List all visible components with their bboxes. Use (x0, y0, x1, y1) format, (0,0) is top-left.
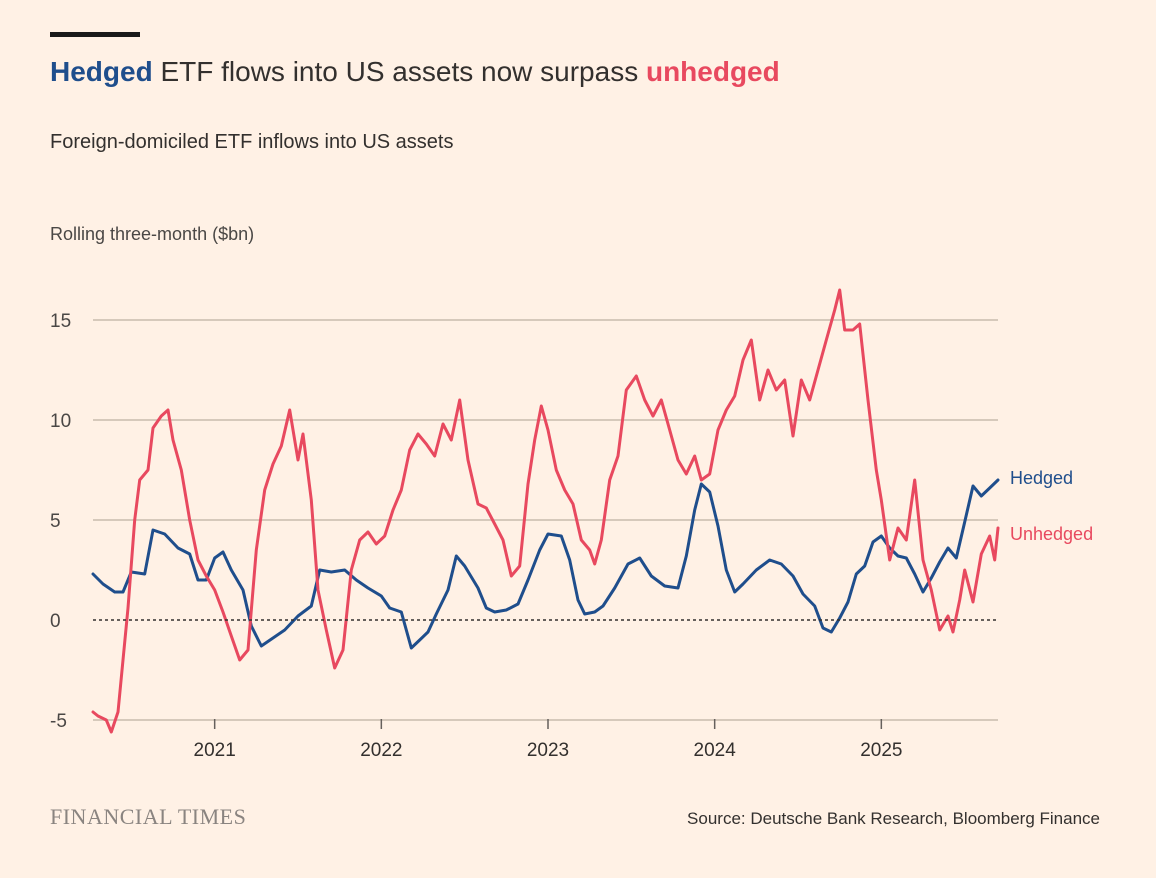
x-tick-label-2022: 2022 (360, 740, 402, 761)
series-line-unhedged (91, 288, 1000, 734)
x-tick-label-2021: 2021 (194, 740, 236, 761)
chart-subtitle: Foreign-domiciled ETF inflows into US as… (50, 131, 454, 153)
series-end-label-hedged: Hedged (1010, 468, 1073, 488)
y-tick-label-0: 0 (50, 611, 61, 632)
chart-title: Hedged ETF flows into US assets now surp… (50, 56, 780, 88)
x-tick-label-2023: 2023 (527, 740, 569, 761)
x-tick-label-2024: 2024 (694, 740, 737, 761)
ft-brand-logo: FINANCIAL TIMES (50, 804, 247, 829)
title-unhedged-word: unhedged (645, 56, 780, 87)
y-tick-label-10: 10 (50, 411, 71, 432)
y-tick-label-5: 5 (50, 511, 61, 532)
y-axis-unit-label: Rolling three-month ($bn) (50, 224, 255, 244)
x-tick-label-2025: 2025 (860, 740, 902, 761)
series-end-label-unhedged: Unhedged (1010, 524, 1093, 544)
header-accent-bar (50, 32, 140, 37)
source-note: Source: Deutsche Bank Research, Bloomber… (687, 809, 1100, 828)
y-tick-label-15: 15 (50, 311, 71, 332)
title-middle-text: ETF flows into US assets now surpass (152, 56, 646, 87)
title-hedged-word: Hedged (50, 56, 153, 87)
series-line-hedged (91, 478, 1000, 650)
y-tick-label--5: -5 (50, 711, 67, 732)
